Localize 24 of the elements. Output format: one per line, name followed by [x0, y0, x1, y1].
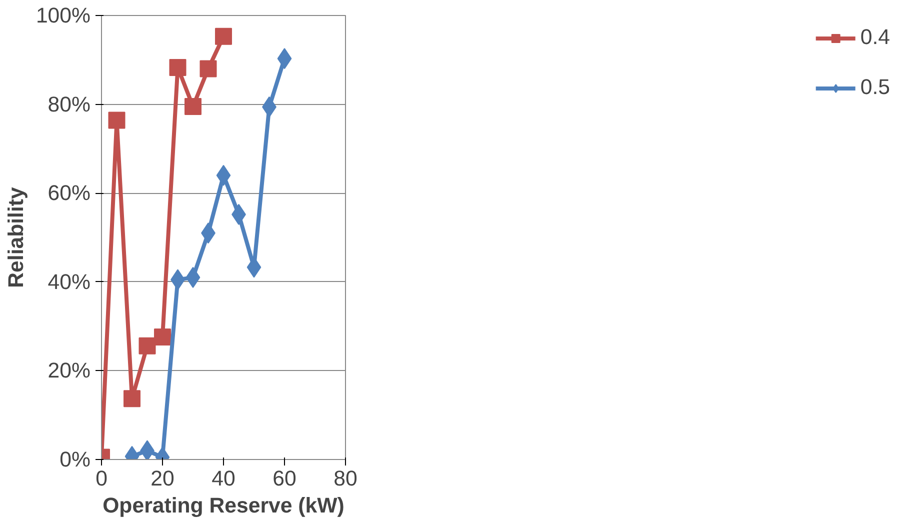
point [140, 440, 154, 460]
x-tick-label: 0 [96, 466, 108, 490]
y-tick-label: 100% [36, 4, 91, 28]
x-tick-label: 20 [150, 466, 174, 490]
point [200, 60, 217, 78]
x-tick-label: 60 [272, 466, 296, 490]
y-tick-label: 40% [48, 270, 91, 294]
legend-label: 0.5 [860, 75, 890, 100]
x-axis-title: Operating Reserve (kW) [102, 494, 344, 518]
y-tick-label: 0% [60, 448, 91, 472]
point [215, 28, 232, 45]
point [138, 337, 156, 354]
x-tick-label: 80 [334, 466, 358, 490]
x-tick-label: 40 [212, 466, 236, 490]
y-tick-label: 20% [48, 358, 91, 383]
point [108, 112, 126, 129]
point [154, 328, 171, 346]
y-axis-title: Reliability [4, 186, 28, 288]
legend-label: 0.4 [860, 25, 890, 50]
point [184, 98, 202, 116]
point [124, 390, 140, 408]
point [169, 58, 186, 76]
y-tick-label: 80% [48, 92, 91, 116]
y-tick-label: 60% [48, 181, 91, 206]
